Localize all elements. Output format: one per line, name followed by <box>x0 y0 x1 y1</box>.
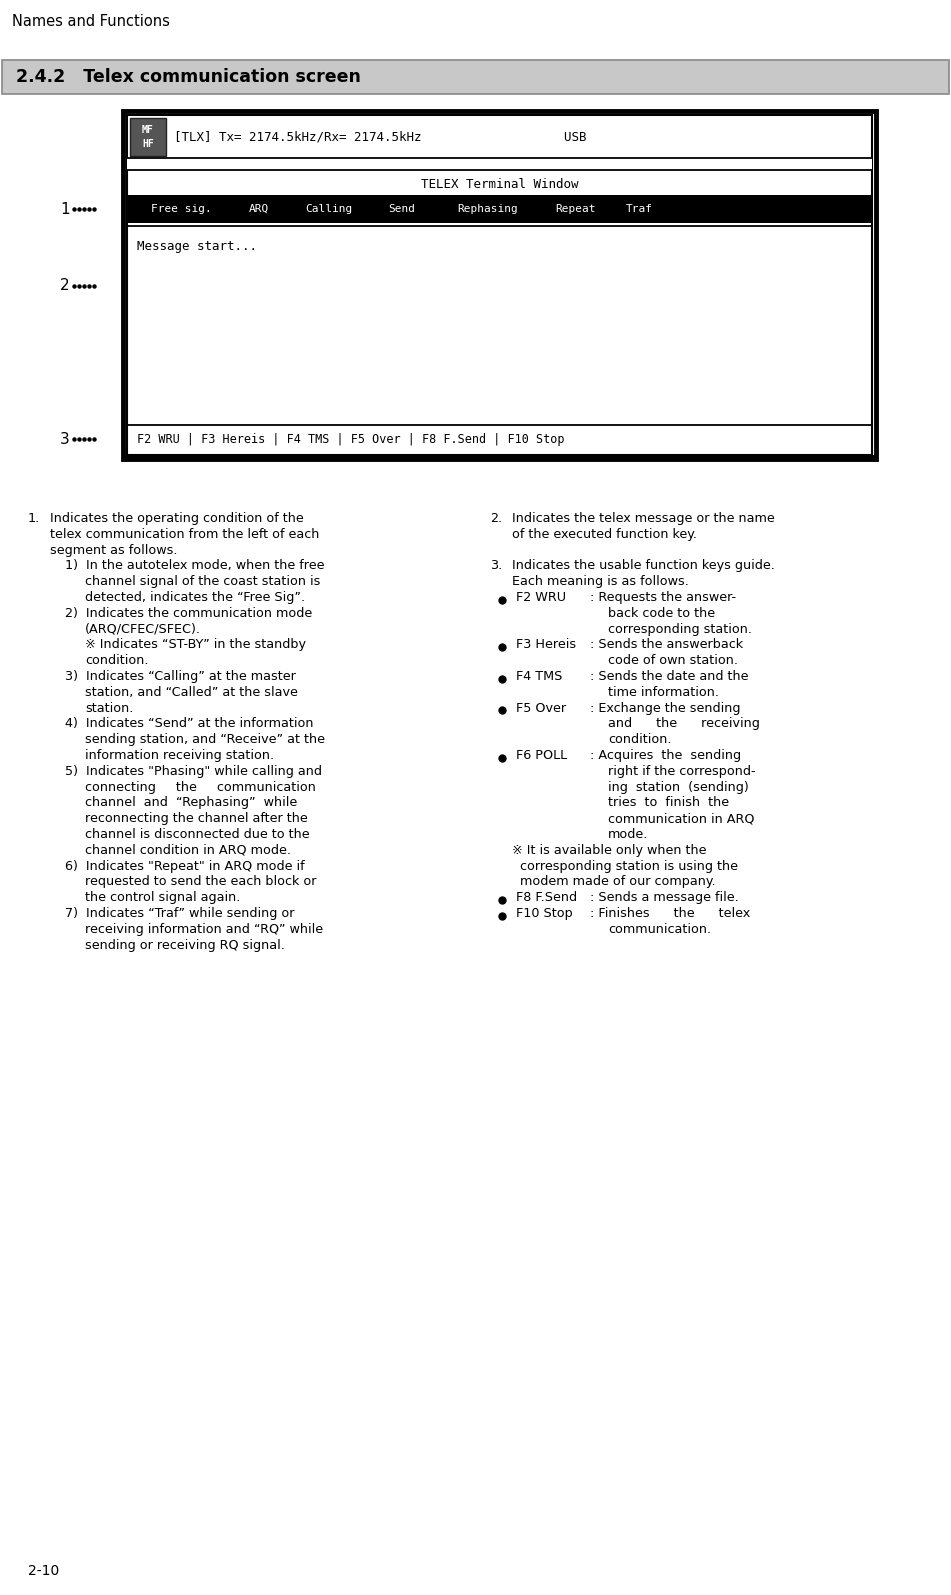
Text: 5)  Indicates "Phasing" while calling and: 5) Indicates "Phasing" while calling and <box>65 764 322 778</box>
Text: 2.: 2. <box>490 512 502 525</box>
Text: detected, indicates the “Free Sig”.: detected, indicates the “Free Sig”. <box>85 592 305 605</box>
Text: F10 Stop: F10 Stop <box>516 908 573 920</box>
Text: Indicates the telex message or the name: Indicates the telex message or the name <box>512 512 775 525</box>
Text: of the executed function key.: of the executed function key. <box>512 528 697 541</box>
Text: : Requests the answer-: : Requests the answer- <box>590 592 736 605</box>
Text: HF: HF <box>142 139 154 148</box>
Bar <box>127 158 872 171</box>
Text: [TLX] Tx= 2174.5kHz/Rx= 2174.5kHz                   USB: [TLX] Tx= 2174.5kHz/Rx= 2174.5kHz USB <box>174 131 587 144</box>
Text: the control signal again.: the control signal again. <box>85 892 241 904</box>
Text: Traf: Traf <box>626 204 652 214</box>
Text: ARQ: ARQ <box>249 204 269 214</box>
Text: information receiving station.: information receiving station. <box>85 750 274 762</box>
Text: channel  and  “Rephasing”  while: channel and “Rephasing” while <box>85 796 298 809</box>
Text: ※ Indicates “ST-BY” in the standby: ※ Indicates “ST-BY” in the standby <box>85 638 306 651</box>
Text: 1.: 1. <box>28 512 40 525</box>
Text: Indicates the operating condition of the: Indicates the operating condition of the <box>50 512 303 525</box>
Text: 3.: 3. <box>490 560 502 573</box>
Text: MF: MF <box>142 124 154 136</box>
Text: channel signal of the coast station is: channel signal of the coast station is <box>85 576 320 589</box>
Text: sending or receiving RQ signal.: sending or receiving RQ signal. <box>85 938 285 952</box>
Text: F3 Hereis: F3 Hereis <box>516 638 576 651</box>
Text: (ARQ/CFEC/SFEC).: (ARQ/CFEC/SFEC). <box>85 622 201 635</box>
Text: code of own station.: code of own station. <box>608 654 738 667</box>
Text: F2 WRU | F3 Hereis | F4 TMS | F5 Over | F8 F.Send | F10 Stop: F2 WRU | F3 Hereis | F4 TMS | F5 Over | … <box>137 432 565 445</box>
Text: modem made of our company.: modem made of our company. <box>520 876 715 888</box>
Bar <box>545 198 607 220</box>
Bar <box>127 115 872 455</box>
Text: channel condition in ARQ mode.: channel condition in ARQ mode. <box>85 844 291 857</box>
Text: condition.: condition. <box>608 734 671 746</box>
Text: 6)  Indicates "Repeat" in ARQ mode if: 6) Indicates "Repeat" in ARQ mode if <box>65 860 304 872</box>
Text: communication.: communication. <box>608 924 711 936</box>
Text: corresponding station is using the: corresponding station is using the <box>520 860 738 872</box>
Text: 2.4.2   Telex communication screen: 2.4.2 Telex communication screen <box>16 69 360 86</box>
Bar <box>130 118 166 156</box>
Text: Rephasing: Rephasing <box>457 204 518 214</box>
Text: 2-10: 2-10 <box>28 1565 59 1577</box>
Text: station.: station. <box>85 702 133 715</box>
Text: time information.: time information. <box>608 686 719 699</box>
Text: : Finishes      the      telex: : Finishes the telex <box>590 908 750 920</box>
Text: : Sends a message file.: : Sends a message file. <box>590 892 739 904</box>
Text: 1)  In the autotelex mode, when the free: 1) In the autotelex mode, when the free <box>65 560 324 573</box>
Text: condition.: condition. <box>85 654 148 667</box>
Text: 1: 1 <box>60 201 69 217</box>
Bar <box>123 455 876 461</box>
Text: requested to send the each block or: requested to send the each block or <box>85 876 317 888</box>
Text: ing  station  (sending): ing station (sending) <box>608 780 748 794</box>
Text: receiving information and “RQ” while: receiving information and “RQ” while <box>85 924 323 936</box>
Text: channel is disconnected due to the: channel is disconnected due to the <box>85 828 310 841</box>
Bar <box>127 195 872 223</box>
Text: mode.: mode. <box>608 828 649 841</box>
Text: 3)  Indicates “Calling” at the master: 3) Indicates “Calling” at the master <box>65 670 296 683</box>
Text: 3: 3 <box>60 432 69 447</box>
Text: Message start...: Message start... <box>137 239 257 254</box>
Text: sending station, and “Receive” at the: sending station, and “Receive” at the <box>85 734 325 746</box>
Text: : Acquires  the  sending: : Acquires the sending <box>590 750 741 762</box>
Bar <box>2 61 949 94</box>
Bar <box>373 198 431 220</box>
Text: F4 TMS: F4 TMS <box>516 670 562 683</box>
Text: and      the      receiving: and the receiving <box>608 718 760 731</box>
Text: Free sig.: Free sig. <box>150 204 211 214</box>
Text: back code to the: back code to the <box>608 606 715 620</box>
Text: Send: Send <box>389 204 416 214</box>
Text: Calling: Calling <box>305 204 353 214</box>
Text: TELEX Terminal Window: TELEX Terminal Window <box>420 179 578 191</box>
Text: 7)  Indicates “Traf” while sending or: 7) Indicates “Traf” while sending or <box>65 908 295 920</box>
Text: Repeat: Repeat <box>555 204 596 214</box>
Text: corresponding station.: corresponding station. <box>608 622 752 635</box>
Text: tries  to  finish  the: tries to finish the <box>608 796 729 809</box>
Text: Names and Functions: Names and Functions <box>12 14 170 29</box>
Bar <box>233 198 285 220</box>
Text: 2)  Indicates the communication mode: 2) Indicates the communication mode <box>65 606 312 620</box>
Bar <box>439 198 537 220</box>
Text: right if the correspond-: right if the correspond- <box>608 764 756 778</box>
Text: F2 WRU: F2 WRU <box>516 592 566 605</box>
Bar <box>123 112 876 459</box>
Text: F5 Over: F5 Over <box>516 702 566 715</box>
Text: F6 POLL: F6 POLL <box>516 750 567 762</box>
Text: 2: 2 <box>60 279 69 293</box>
Text: : Sends the answerback: : Sends the answerback <box>590 638 743 651</box>
Text: telex communication from the left of each: telex communication from the left of eac… <box>50 528 320 541</box>
Text: Indicates the usable function keys guide.: Indicates the usable function keys guide… <box>512 560 775 573</box>
Bar <box>615 198 663 220</box>
Text: : Sends the date and the: : Sends the date and the <box>590 670 748 683</box>
Text: ※ It is available only when the: ※ It is available only when the <box>512 844 707 857</box>
Bar <box>137 198 225 220</box>
Text: 4)  Indicates “Send” at the information: 4) Indicates “Send” at the information <box>65 718 314 731</box>
Text: station, and “Called” at the slave: station, and “Called” at the slave <box>85 686 298 699</box>
Text: segment as follows.: segment as follows. <box>50 544 178 557</box>
Text: Each meaning is as follows.: Each meaning is as follows. <box>512 576 689 589</box>
Text: communication in ARQ: communication in ARQ <box>608 812 754 825</box>
Bar <box>293 198 365 220</box>
Text: connecting     the     communication: connecting the communication <box>85 780 316 794</box>
Text: reconnecting the channel after the: reconnecting the channel after the <box>85 812 308 825</box>
Text: : Exchange the sending: : Exchange the sending <box>590 702 741 715</box>
Text: F8 F.Send: F8 F.Send <box>516 892 577 904</box>
